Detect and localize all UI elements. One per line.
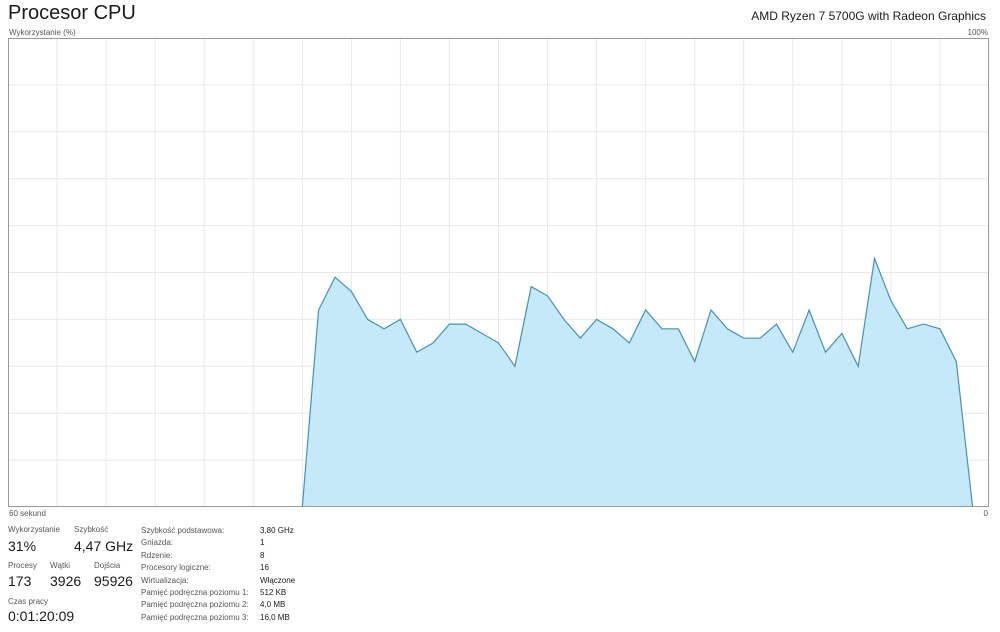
- usage-label: Wykorzystanie: [8, 525, 60, 534]
- detail-label: Gniazda:: [141, 538, 174, 548]
- graph-y-max-label: 100%: [967, 28, 988, 37]
- detail-value: 512 KB: [260, 588, 287, 598]
- detail-row-l3-cache: Pamięć podręczna poziomu 3: 16,0 MB: [141, 612, 295, 624]
- detail-label: Pamięć podręczna poziomu 1:: [141, 588, 249, 598]
- cpu-usage-graph: [8, 38, 989, 507]
- usage-line: [8, 256, 989, 507]
- graph-y-axis-label: Wykorzystanie (%): [9, 28, 76, 37]
- detail-row-virtualization: Wirtualizacja: Włączone: [141, 575, 295, 587]
- detail-label: Wirtualizacja:: [141, 575, 189, 585]
- detail-label: Szybkość podstawowa:: [141, 526, 225, 535]
- detail-label: Rdzenie:: [141, 550, 173, 560]
- processes-label: Procesy: [8, 561, 37, 570]
- page-title: Procesor CPU: [8, 2, 136, 24]
- detail-label: Procesory logiczne:: [141, 563, 211, 573]
- detail-row-logical-processors: Procesory logiczne: 16: [141, 562, 295, 574]
- detail-value: 1: [260, 538, 265, 548]
- processes-value: 173: [8, 573, 32, 589]
- detail-row-l1-cache: Pamięć podręczna poziomu 1: 512 KB: [141, 587, 295, 599]
- handles-value: 95926: [94, 573, 133, 589]
- usage-value: 31%: [8, 538, 37, 554]
- detail-label: Pamięć podręczna poziomu 3:: [141, 612, 249, 622]
- graph-x-right-label: 0: [983, 509, 988, 518]
- threads-value: 3926: [50, 573, 82, 589]
- threads-label: Wątki: [50, 561, 70, 570]
- cpu-model-name: AMD Ryzen 7 5700G with Radeon Graphics: [751, 9, 986, 23]
- detail-value: 4,0 MB: [260, 600, 286, 610]
- detail-row-l2-cache: Pamięć podręczna poziomu 2: 4,0 MB: [141, 599, 295, 611]
- speed-label: Szybkość: [74, 525, 109, 534]
- handles-label: Dojścia: [94, 561, 121, 570]
- detail-row-base-speed: Szybkość podstawowa: 3,80 GHz: [141, 525, 295, 537]
- speed-value: 4,47 GHz: [74, 538, 134, 554]
- detail-label: Pamięć podręczna poziomu 2:: [141, 600, 249, 610]
- cpu-details-table: Szybkość podstawowa: 3,80 GHz Gniazda: 1 R…: [141, 525, 295, 624]
- detail-value: 16: [260, 563, 269, 573]
- detail-value: 8: [260, 550, 265, 560]
- detail-value: 3,80 GHz: [260, 526, 294, 535]
- uptime-value: 0:01:20:09: [8, 608, 75, 624]
- detail-row-cores: Rdzenie: 8: [141, 550, 295, 562]
- detail-row-sockets: Gniazda: 1: [141, 537, 295, 549]
- graph-border: [8, 38, 989, 507]
- usage-area-fill: [8, 258, 989, 507]
- uptime-label: Czas pracy: [8, 597, 49, 606]
- graph-x-left-label: 60 sekund: [9, 509, 46, 518]
- detail-value: Włączone: [260, 575, 296, 585]
- detail-value: 16,0 MB: [260, 612, 290, 622]
